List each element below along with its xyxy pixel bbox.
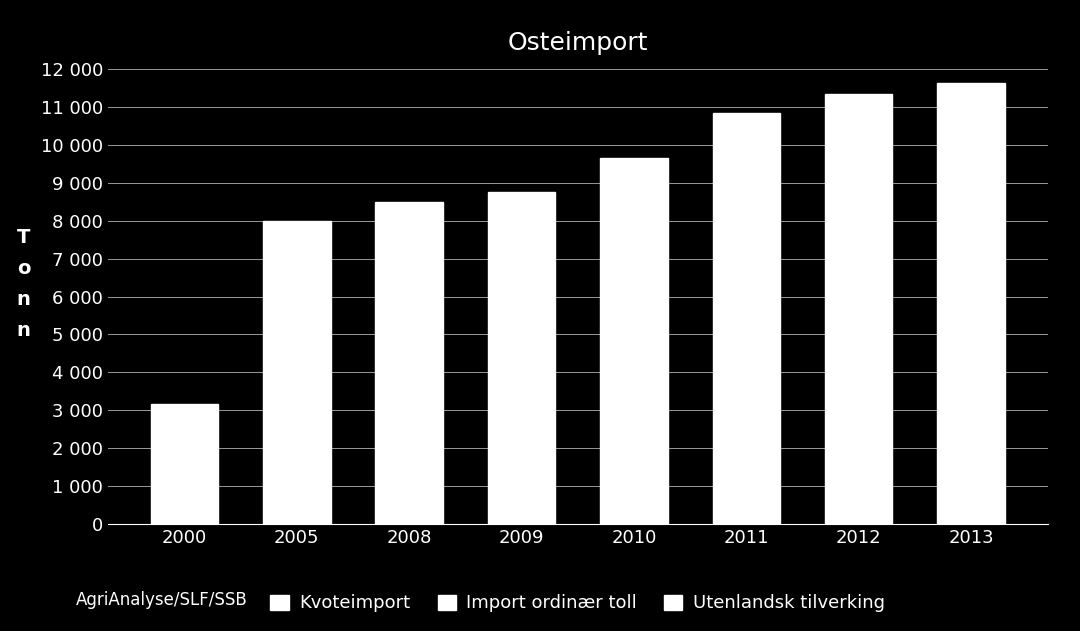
Text: AgriAnalyse/SLF/SSB: AgriAnalyse/SLF/SSB bbox=[76, 591, 247, 609]
Bar bbox=[600, 158, 667, 524]
Legend: Kvoteimport, Import ordinær toll, Utenlandsk tilverking: Kvoteimport, Import ordinær toll, Utenla… bbox=[264, 587, 892, 620]
Bar bbox=[151, 404, 218, 524]
Title: Osteimport: Osteimport bbox=[508, 31, 648, 55]
Bar bbox=[488, 192, 555, 524]
Bar bbox=[713, 113, 780, 524]
Bar bbox=[937, 83, 1004, 524]
Bar bbox=[825, 94, 892, 524]
Bar bbox=[376, 202, 443, 524]
Bar bbox=[264, 221, 330, 524]
Text: T
o
n
n: T o n n bbox=[17, 228, 30, 340]
